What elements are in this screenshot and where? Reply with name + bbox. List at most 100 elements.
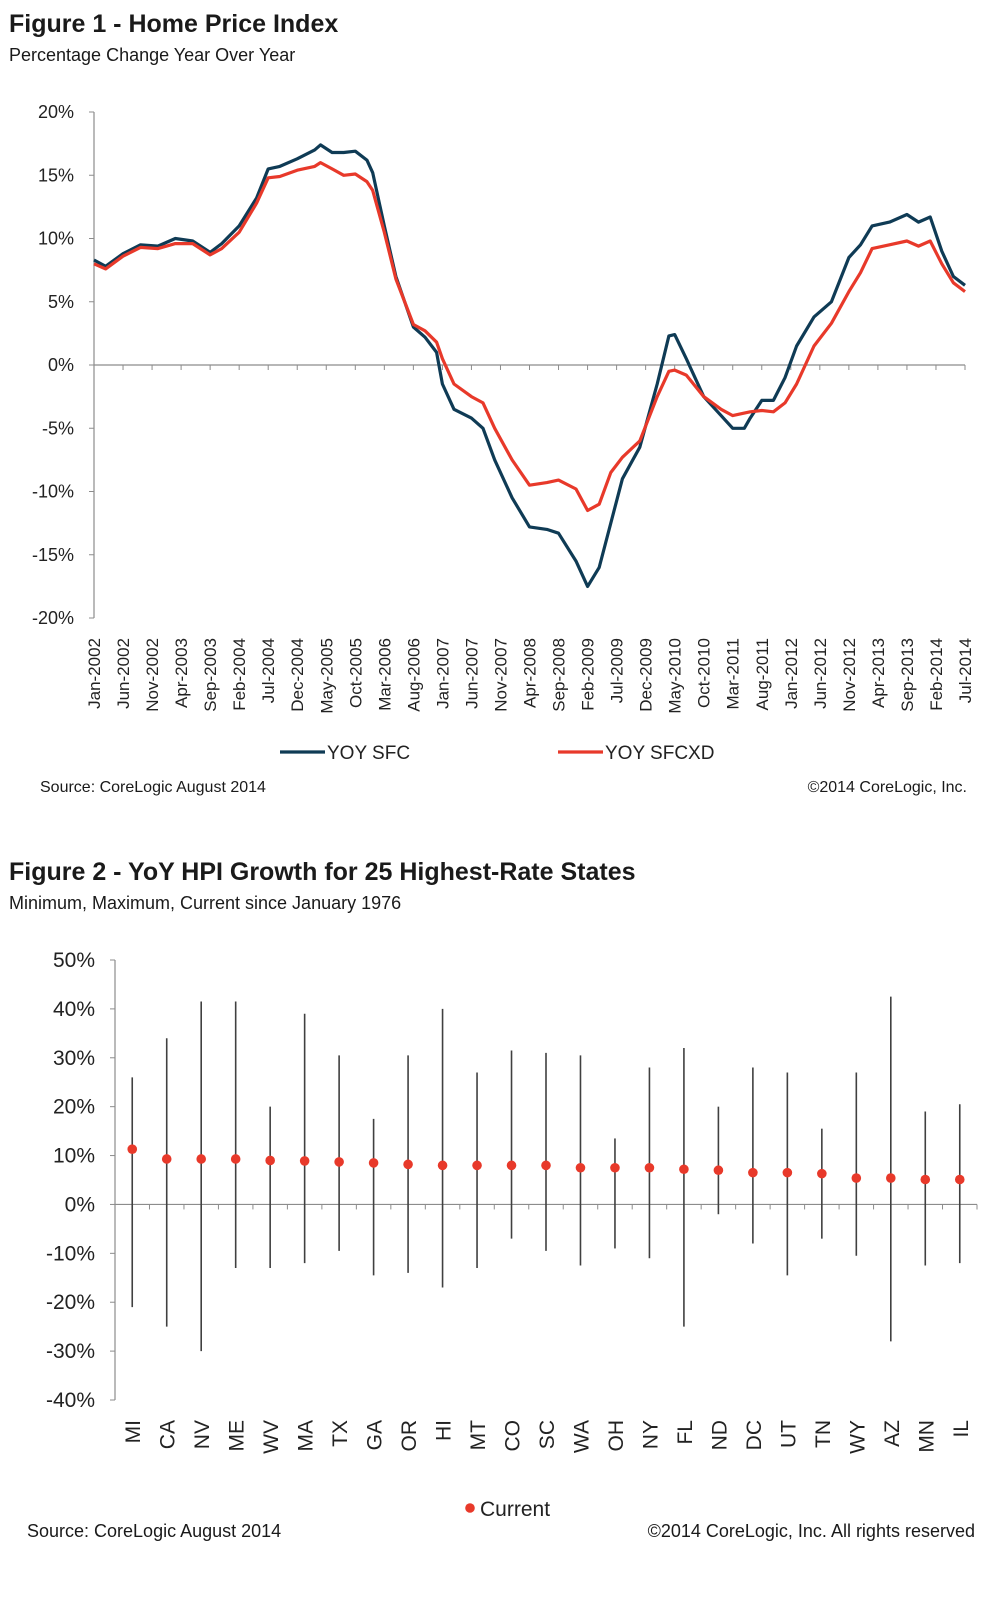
figure1-source: Source: CoreLogic August 2014 [40, 779, 266, 796]
figure1-y-tick-label: 10% [38, 229, 74, 249]
figure2-current-nv [196, 1154, 206, 1164]
figure2-x-tick-label: UT [777, 1420, 800, 1448]
figure2-current-sc [541, 1160, 551, 1171]
figure1-x-tick-label: Mar-2006 [375, 638, 394, 711]
figure1-x-tick-label: Jan-2002 [85, 638, 104, 709]
figure2-x-tick-label: MT [467, 1420, 490, 1450]
figure1-x-tick-label: Jan-2012 [782, 638, 801, 709]
figure2-source: Source: CoreLogic August 2014 [27, 1521, 282, 1541]
figure2-x-tick-label: SC [536, 1420, 559, 1449]
figure2-x-tick-label: TN [812, 1420, 835, 1448]
figure2-x-tick-label: MA [295, 1420, 318, 1452]
figure2-x-tick-label: HI [433, 1420, 456, 1441]
figure1-x-tick-label: Oct-2005 [346, 638, 365, 708]
figure2-x-tick-label: WY [846, 1420, 869, 1454]
figure2-x-tick-label: NY [639, 1420, 662, 1449]
figure2-x-tick-label: AZ [881, 1420, 904, 1447]
figure2-x-tick-label: FL [674, 1420, 697, 1445]
figure1-x-tick-label: Feb-2014 [927, 638, 946, 711]
figure1-x-tick-label: Nov-2002 [143, 638, 162, 712]
figure1-y-tick-label: 15% [38, 165, 74, 185]
figure1-x-tick-label: Dec-2009 [637, 638, 656, 712]
figure1-y-tick-label: -5% [42, 418, 74, 438]
figure2-y-tick-label: 20% [53, 1096, 95, 1119]
figure2-x-tick-label: MN [915, 1420, 938, 1453]
figure2-x-tick-label: WV [260, 1420, 283, 1454]
figure2-subtitle: Minimum, Maximum, Current since January … [9, 893, 402, 913]
figure2-y-tick-label: -10% [46, 1242, 95, 1265]
figure1-y-tick-label: 0% [48, 355, 74, 375]
figure2-x-tick-label: GA [364, 1420, 387, 1450]
figure2-current-az [886, 1173, 896, 1183]
figure2-current-mn [920, 1174, 931, 1185]
figure1-x-tick-label: Sep-2003 [201, 638, 220, 712]
figure1-y-tick-label: -20% [32, 608, 74, 628]
figure2-x-tick-label: OH [605, 1420, 628, 1452]
figure2-y-tick-label: 50% [53, 949, 95, 972]
figure2-current-fl [679, 1164, 689, 1175]
figure1-x-tick-label: Jul-2004 [259, 638, 278, 703]
figure2-x-tick-label: ND [708, 1420, 731, 1450]
figure2-x-tick-label: OR [398, 1420, 421, 1452]
figure2-current-il [954, 1174, 965, 1185]
figure2-x-tick-label: WA [570, 1420, 593, 1453]
figure1-x-tick-label: Jul-2014 [956, 638, 975, 703]
figure2-current-dc [748, 1167, 758, 1178]
figure1-x-tick-label: Sep-2008 [550, 638, 569, 712]
figure2-current-ut [782, 1167, 793, 1178]
figure2-legend-swatch [465, 1503, 475, 1513]
figure1-y-tick-label: 5% [48, 292, 74, 312]
figure1-legend-label: YOY SFC [327, 743, 410, 764]
figure1-x-tick-label: Aug-2011 [753, 638, 772, 710]
figure2-x-tick-label: IL [950, 1420, 973, 1438]
figure2-x-tick-label: ME [226, 1420, 249, 1452]
figure2-x-tick-label: DC [743, 1420, 766, 1450]
figure1-y-tick-label: -10% [32, 482, 74, 502]
figure1-x-tick-label: Mar-2011 [724, 638, 743, 710]
figure2-current-wv [265, 1155, 275, 1166]
figure1-x-tick-label: Jun-2002 [114, 638, 133, 709]
figure1-y-tick-label: 20% [38, 102, 74, 122]
figure2-y-tick-label: 30% [53, 1047, 95, 1070]
figure2-x-tick-label: CA [157, 1420, 180, 1449]
figure2-current-ma [299, 1156, 310, 1166]
figure2-current-wy [851, 1173, 862, 1183]
figure1-title: Figure 1 - Home Price Index [9, 10, 339, 38]
figure2-current-ga [368, 1158, 379, 1168]
figure1-x-tick-label: Jun-2012 [811, 638, 830, 709]
figure2-current-ny [644, 1162, 655, 1173]
figure1-x-tick-label: May-2005 [317, 638, 336, 714]
figure1-x-tick-label: Jun-2007 [462, 638, 481, 709]
figure1-x-tick-label: Apr-2008 [521, 638, 540, 708]
figure1-x-tick-label: Oct-2010 [695, 638, 714, 708]
figure1-y-tick-label: -15% [32, 545, 74, 565]
figure1-x-tick-label: Sep-2013 [898, 638, 917, 712]
figure2-x-tick-label: TX [329, 1420, 352, 1447]
figure1-x-tick-label: Feb-2004 [230, 638, 249, 711]
figure1-x-tick-label: May-2010 [666, 638, 685, 714]
figure2-current-hi [437, 1160, 448, 1171]
figure1-series-sfcxd [93, 161, 966, 513]
figure2-y-tick-label: -40% [46, 1389, 95, 1412]
figure2-legend-label: Current [480, 1498, 550, 1521]
figure2-copyright: ©2014 CoreLogic, Inc. All rights reserve… [647, 1521, 975, 1541]
figure2-current-wa [575, 1162, 586, 1173]
figure1-legend-label: YOY SFCXD [605, 743, 714, 764]
figure2-x-tick-label: CO [502, 1420, 525, 1452]
figure2-x-tick-label: NV [191, 1420, 214, 1449]
figure2-current-or [403, 1159, 413, 1170]
figure2-x-tick-label: MI [122, 1420, 145, 1443]
figure1-x-tick-label: Nov-2012 [840, 638, 859, 712]
figure2-y-tick-label: -20% [46, 1291, 95, 1314]
figure1-x-tick-label: Apr-2013 [869, 638, 888, 708]
figure1-series-sfc [93, 143, 966, 588]
figure2-y-tick-label: 40% [53, 998, 95, 1021]
figure2-y-tick-label: -30% [46, 1340, 95, 1363]
figure2-current-mt [472, 1160, 482, 1171]
figure2-current-tx [334, 1157, 344, 1167]
figure1-x-tick-label: Jul-2009 [608, 638, 627, 703]
figure2-current-mi [127, 1144, 138, 1154]
figure1-x-tick-label: Apr-2003 [172, 638, 191, 708]
figure2-current-nd [713, 1165, 724, 1176]
figure1-chart: 20% 15% 10% 5% 0% -5% -10% -15% -20% Jan-2002 Jun-… [32, 102, 975, 764]
